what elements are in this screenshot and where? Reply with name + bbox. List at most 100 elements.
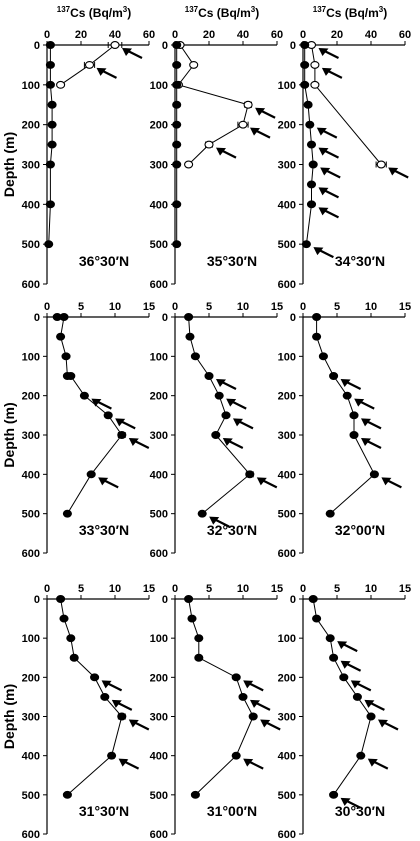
arrow-marker bbox=[256, 477, 278, 489]
data-point-filled bbox=[172, 160, 182, 169]
arrow-head bbox=[364, 699, 375, 708]
y-tick-label: 100 bbox=[278, 351, 296, 363]
arrow-shaft bbox=[323, 188, 339, 199]
arrow-head bbox=[337, 641, 348, 650]
arrow-shaft bbox=[324, 169, 341, 179]
y-tick-label: 100 bbox=[150, 80, 168, 92]
x-tick-label: 10 bbox=[109, 583, 121, 595]
arrow-marker bbox=[340, 660, 362, 672]
x-tick-label: 5 bbox=[334, 583, 340, 595]
panel-title: 33°30′N bbox=[79, 522, 129, 538]
y-tick-label: 200 bbox=[150, 120, 168, 132]
data-point-filled bbox=[221, 411, 231, 420]
arrow-shaft bbox=[259, 109, 276, 119]
y-tick-label: 300 bbox=[22, 430, 40, 442]
data-point-filled bbox=[86, 470, 96, 479]
data-point-filled bbox=[300, 41, 310, 49]
data-point-filled bbox=[47, 120, 57, 129]
y-tick-label: 500 bbox=[278, 239, 296, 251]
data-point-filled bbox=[61, 352, 71, 361]
arrow-shaft bbox=[341, 642, 358, 653]
data-point-filled bbox=[59, 313, 69, 321]
y-tick-label: 100 bbox=[150, 633, 168, 645]
arrow-marker bbox=[318, 207, 339, 219]
x-tick-label: 10 bbox=[365, 301, 377, 313]
x-tick-label: 5 bbox=[78, 301, 84, 313]
arrow-shaft bbox=[382, 721, 399, 731]
panel-title: 30°30′N bbox=[335, 803, 385, 819]
arrow-marker bbox=[318, 187, 339, 199]
data-point-filled bbox=[107, 751, 117, 760]
arrow-shaft bbox=[237, 419, 254, 430]
data-point-filled bbox=[185, 332, 195, 341]
y-tick-label: 0 bbox=[162, 312, 168, 324]
x-tick-label: 5 bbox=[78, 583, 84, 595]
y-tick-label: 600 bbox=[278, 829, 296, 841]
data-point-open bbox=[84, 60, 95, 69]
data-point-filled bbox=[356, 751, 366, 760]
y-tick-label: 300 bbox=[22, 712, 40, 724]
arrow-shaft bbox=[321, 129, 338, 139]
y-tick-label: 600 bbox=[22, 548, 40, 560]
x-tick-label: 40 bbox=[365, 29, 377, 41]
arrow-head bbox=[209, 516, 220, 525]
arrow-head bbox=[98, 477, 109, 486]
y-tick-label: 0 bbox=[34, 40, 40, 52]
series-line bbox=[316, 317, 376, 515]
profile-panel: 137Cs (Bq/m3)0 20 40 6001002003004005006003… bbox=[278, 5, 411, 291]
arrow-head bbox=[318, 187, 329, 196]
profile-panel: 137Cs (Bq/m3)0 20 40 600100200300400500600D… bbox=[1, 5, 155, 291]
y-tick-label: 0 bbox=[290, 312, 296, 324]
arrow-shaft bbox=[247, 760, 264, 770]
arrow-shaft bbox=[95, 400, 112, 410]
profile-panel: 0 5 10 15 0 100 200 300 400 500 600 30°30′N bbox=[278, 583, 411, 841]
data-point-filled bbox=[190, 790, 200, 799]
x-tick-label: 0 bbox=[172, 301, 178, 313]
arrow-marker bbox=[361, 418, 382, 430]
y-tick-label: 0 bbox=[290, 594, 296, 606]
x-tick-label: 5 bbox=[206, 583, 212, 595]
arrow-shaft bbox=[385, 478, 402, 489]
data-point-filled bbox=[211, 431, 221, 439]
y-tick-label: 300 bbox=[278, 712, 296, 724]
profile-panel: 0 5 10 15 0 100 200 300 400 500 600 Depth (m) 33°30′… bbox=[1, 301, 155, 560]
arrow-shaft bbox=[254, 129, 271, 139]
y-tick-label: 400 bbox=[278, 469, 296, 481]
data-point-filled bbox=[117, 712, 127, 721]
arrow-head bbox=[115, 418, 126, 427]
data-point-open bbox=[204, 140, 214, 149]
arrow-head bbox=[318, 48, 329, 56]
y-tick-label: 100 bbox=[22, 80, 40, 92]
arrow-marker bbox=[128, 438, 150, 449]
data-point-filled bbox=[312, 313, 322, 321]
arrow-shaft bbox=[254, 701, 271, 711]
panel-title: 31°00′N bbox=[207, 803, 257, 819]
series-line bbox=[188, 316, 251, 515]
arrow-shaft bbox=[119, 419, 136, 430]
x-tick-label: 0 bbox=[300, 301, 306, 313]
arrow-head bbox=[378, 719, 388, 728]
arrow-marker bbox=[250, 699, 271, 711]
arrow-head bbox=[96, 67, 107, 76]
x-tick-label: 60 bbox=[143, 29, 155, 41]
data-point-filled bbox=[238, 692, 248, 701]
x-tick-label: 40 bbox=[109, 29, 121, 41]
data-point-open bbox=[310, 80, 320, 89]
arrow-marker bbox=[364, 699, 385, 711]
data-point-filled bbox=[329, 372, 339, 380]
arrow-shaft bbox=[345, 799, 362, 809]
data-point-filled bbox=[300, 60, 310, 69]
data-point-filled bbox=[117, 431, 127, 439]
data-point-open bbox=[56, 80, 66, 89]
arrow-marker bbox=[340, 797, 362, 809]
data-point-filled bbox=[172, 80, 182, 89]
arrow-marker bbox=[101, 680, 123, 692]
data-point-filled bbox=[66, 634, 76, 643]
data-point-open bbox=[184, 160, 194, 169]
arrow-marker bbox=[111, 699, 133, 711]
x-tick-label: 15 bbox=[399, 301, 411, 313]
data-point-open bbox=[310, 60, 320, 69]
arrow-head bbox=[101, 680, 112, 689]
data-point-filled bbox=[190, 352, 200, 361]
data-point-filled bbox=[308, 160, 318, 169]
